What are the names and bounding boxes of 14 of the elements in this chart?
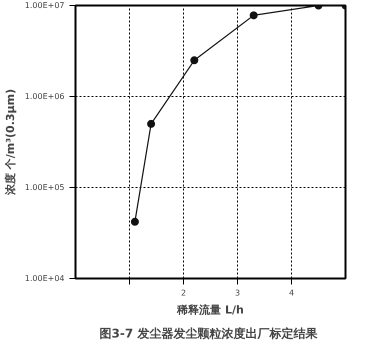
y-tick-label: 1.00E+05 [24, 183, 64, 192]
caption: 图3-7 发尘器发尘颗粒浓度出厂标定结果 [99, 326, 318, 340]
point [130, 218, 139, 226]
x-tick-label: 3 [234, 288, 240, 298]
y-tick-label: 1.00E+07 [24, 1, 64, 10]
point [190, 56, 198, 64]
x-tick-label: 2 [180, 288, 186, 298]
y-axis-title: 浓度 个/m³(0.3μm) [4, 88, 17, 196]
x-axis-title: 稀释流量 L/h [176, 304, 244, 316]
point [147, 120, 156, 128]
y-tick-label: 1.00E+04 [24, 274, 64, 283]
y-tick-label: 1.00E+06 [24, 92, 64, 101]
x-tick-label: 4 [288, 288, 294, 298]
point [250, 11, 258, 20]
